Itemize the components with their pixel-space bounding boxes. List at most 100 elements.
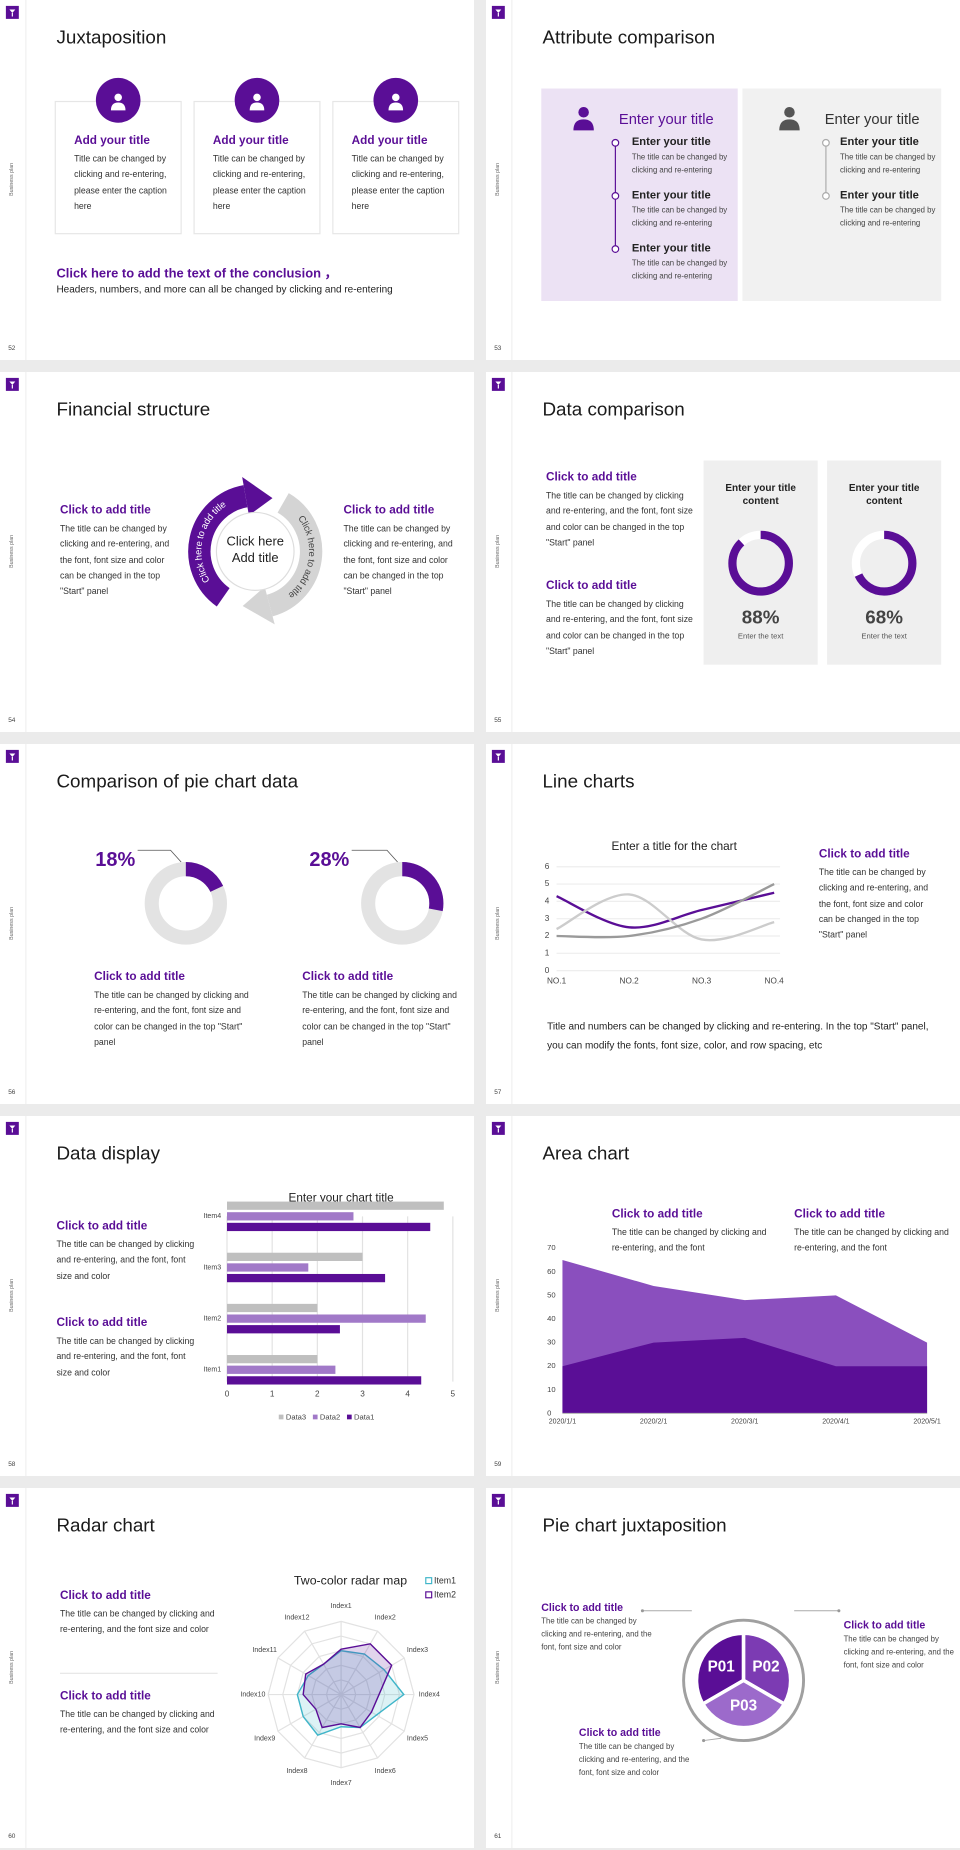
y-tick-label: 2 <box>545 931 550 940</box>
block-text: The title can be changed by clicking and… <box>631 206 728 229</box>
axis-label: Index1 <box>331 1603 352 1610</box>
card-caption: Enter the text <box>861 632 907 642</box>
page-number: 52 <box>8 345 16 352</box>
block-text: The title can be changed by clicking and… <box>94 989 249 1048</box>
block-text: The title can be changed by clicking and… <box>545 490 693 548</box>
y-tick-label: 1 <box>545 948 550 957</box>
y-tick-label: 50 <box>547 1290 555 1299</box>
side-label: Business plan <box>495 1279 501 1312</box>
data-label: 28% <box>309 849 349 871</box>
block-title: Click to add title <box>818 847 910 861</box>
logo-mark <box>495 753 502 761</box>
bar <box>227 1376 422 1385</box>
text-block: Click to add title The title can be chang… <box>94 971 253 1050</box>
text-block: Click to add title The title can be chang… <box>302 971 461 1050</box>
panel <box>742 88 942 301</box>
block-text: The title can be changed by clicking and… <box>631 153 728 175</box>
block-text: The title can be changed by clicking and… <box>59 523 170 597</box>
axis-label: Index10 <box>240 1691 265 1698</box>
block-title: Add your title <box>351 134 428 148</box>
panel <box>541 88 738 301</box>
legend-swatch <box>346 1414 352 1420</box>
slide-content: Business plan 54 Click here to add title Cl… <box>0 372 474 732</box>
slide: Business plan 55 88% 68% Data comparison Clic… <box>486 372 960 732</box>
bar <box>227 1252 363 1261</box>
bar <box>227 1303 318 1313</box>
x-tick-label: 2020/1/1 <box>549 1419 576 1426</box>
icon-body <box>388 102 404 111</box>
x-tick-label: 2020/2/1 <box>640 1419 667 1426</box>
connector-dot <box>702 1739 706 1743</box>
block-title: Click to add title <box>794 1208 886 1222</box>
legend-label: Data2 <box>320 1413 340 1422</box>
cycle-center <box>215 511 295 591</box>
bar <box>227 1273 386 1283</box>
text-block: Click to add title The title can be chang… <box>56 1220 197 1284</box>
data-label: 88% <box>742 607 780 628</box>
card-title: Enter your title content <box>725 481 796 507</box>
slide-title: Data display <box>56 1144 161 1165</box>
block-title: Enter your title <box>631 135 711 149</box>
slide: Business plan 59 0 10 20 30 40 50 60 70 2020/1/1 20… <box>486 1116 960 1476</box>
slide-title: Area chart <box>542 1144 630 1165</box>
cycle-arc <box>266 493 323 617</box>
icon-head <box>578 106 589 118</box>
block-title: Click to add title <box>545 471 637 485</box>
slide-graphics: Business plan 52 <box>5 0 460 360</box>
note: Title and numbers can be changed by clic… <box>547 1020 929 1052</box>
x-tick-label: NO.4 <box>765 976 785 985</box>
slide-graphics: Business plan 58 Enter your chart title 0 1 2… <box>5 1116 456 1476</box>
side-label: Business plan <box>495 1651 501 1684</box>
block-title: Click to add title <box>843 1619 926 1631</box>
radar-series <box>302 1643 393 1729</box>
block-title: Add your title <box>74 134 150 148</box>
block-text: The title can be changed by clicking and… <box>578 1742 690 1778</box>
text-block: Enter your title The title can be changed… <box>632 242 733 284</box>
axis-label: Index7 <box>331 1780 352 1787</box>
chart-title: Enter your chart title <box>289 1192 395 1205</box>
page-number: 61 <box>494 1833 502 1840</box>
bar <box>227 1314 426 1323</box>
legend-label: Data3 <box>286 1413 306 1422</box>
bar <box>227 1365 336 1374</box>
text-block: Click to add title The title can be chang… <box>546 471 693 550</box>
text-block: Add your title Title can be changed by cl… <box>74 135 170 214</box>
slide: Business plan 61 P01 P02 P03 Pie chart juxtap… <box>486 1488 960 1848</box>
x-tick-label: 2 <box>315 1390 320 1399</box>
block-text: The title can be changed by clicking and… <box>794 1226 949 1254</box>
y-tick-label: 0 <box>547 1408 551 1417</box>
block-text: The title can be changed by clicking and… <box>840 153 936 175</box>
legend-swatch <box>312 1414 318 1420</box>
card-caption: Enter the text <box>737 632 784 642</box>
chart-title: Two-color radar map <box>294 1573 407 1587</box>
x-tick-label: 1 <box>270 1390 275 1399</box>
slide-title: Data comparison <box>542 400 685 421</box>
block-text: Title can be changed by clicking and re-… <box>74 153 167 212</box>
outer-ring <box>682 1618 806 1743</box>
bar <box>227 1222 431 1232</box>
legend-label: Data1 <box>354 1413 374 1422</box>
block-text: The title can be changed by clicking and… <box>631 259 728 282</box>
slide-title: Radar chart <box>56 1516 155 1537</box>
data-label: 18% <box>95 849 135 871</box>
panel-heading: Enter your title <box>824 110 920 128</box>
x-tick-label: 2020/3/1 <box>731 1419 758 1426</box>
icon-head <box>784 106 795 118</box>
x-tick-label: 4 <box>405 1390 410 1399</box>
leader-line <box>137 849 182 863</box>
slide-content: Business plan 56 18% 28% Comparison of pie c… <box>0 744 474 1104</box>
logo-mark <box>9 753 16 761</box>
area-series <box>562 1337 928 1414</box>
slide: Business plan 57 Enter a title for the cha… <box>486 744 960 1104</box>
page-number: 57 <box>494 1089 502 1096</box>
page-number: 59 <box>494 1461 502 1468</box>
axis-label: Index11 <box>252 1647 277 1654</box>
timeline-dot <box>611 245 620 253</box>
block-text: The title can be changed by clicking and… <box>840 206 936 229</box>
block-text: The title can be changed by clicking and… <box>843 1635 954 1671</box>
x-tick-label: 5 <box>451 1390 456 1399</box>
block-title: Click to add title <box>56 1219 148 1233</box>
y-tick-label: 60 <box>547 1267 555 1276</box>
